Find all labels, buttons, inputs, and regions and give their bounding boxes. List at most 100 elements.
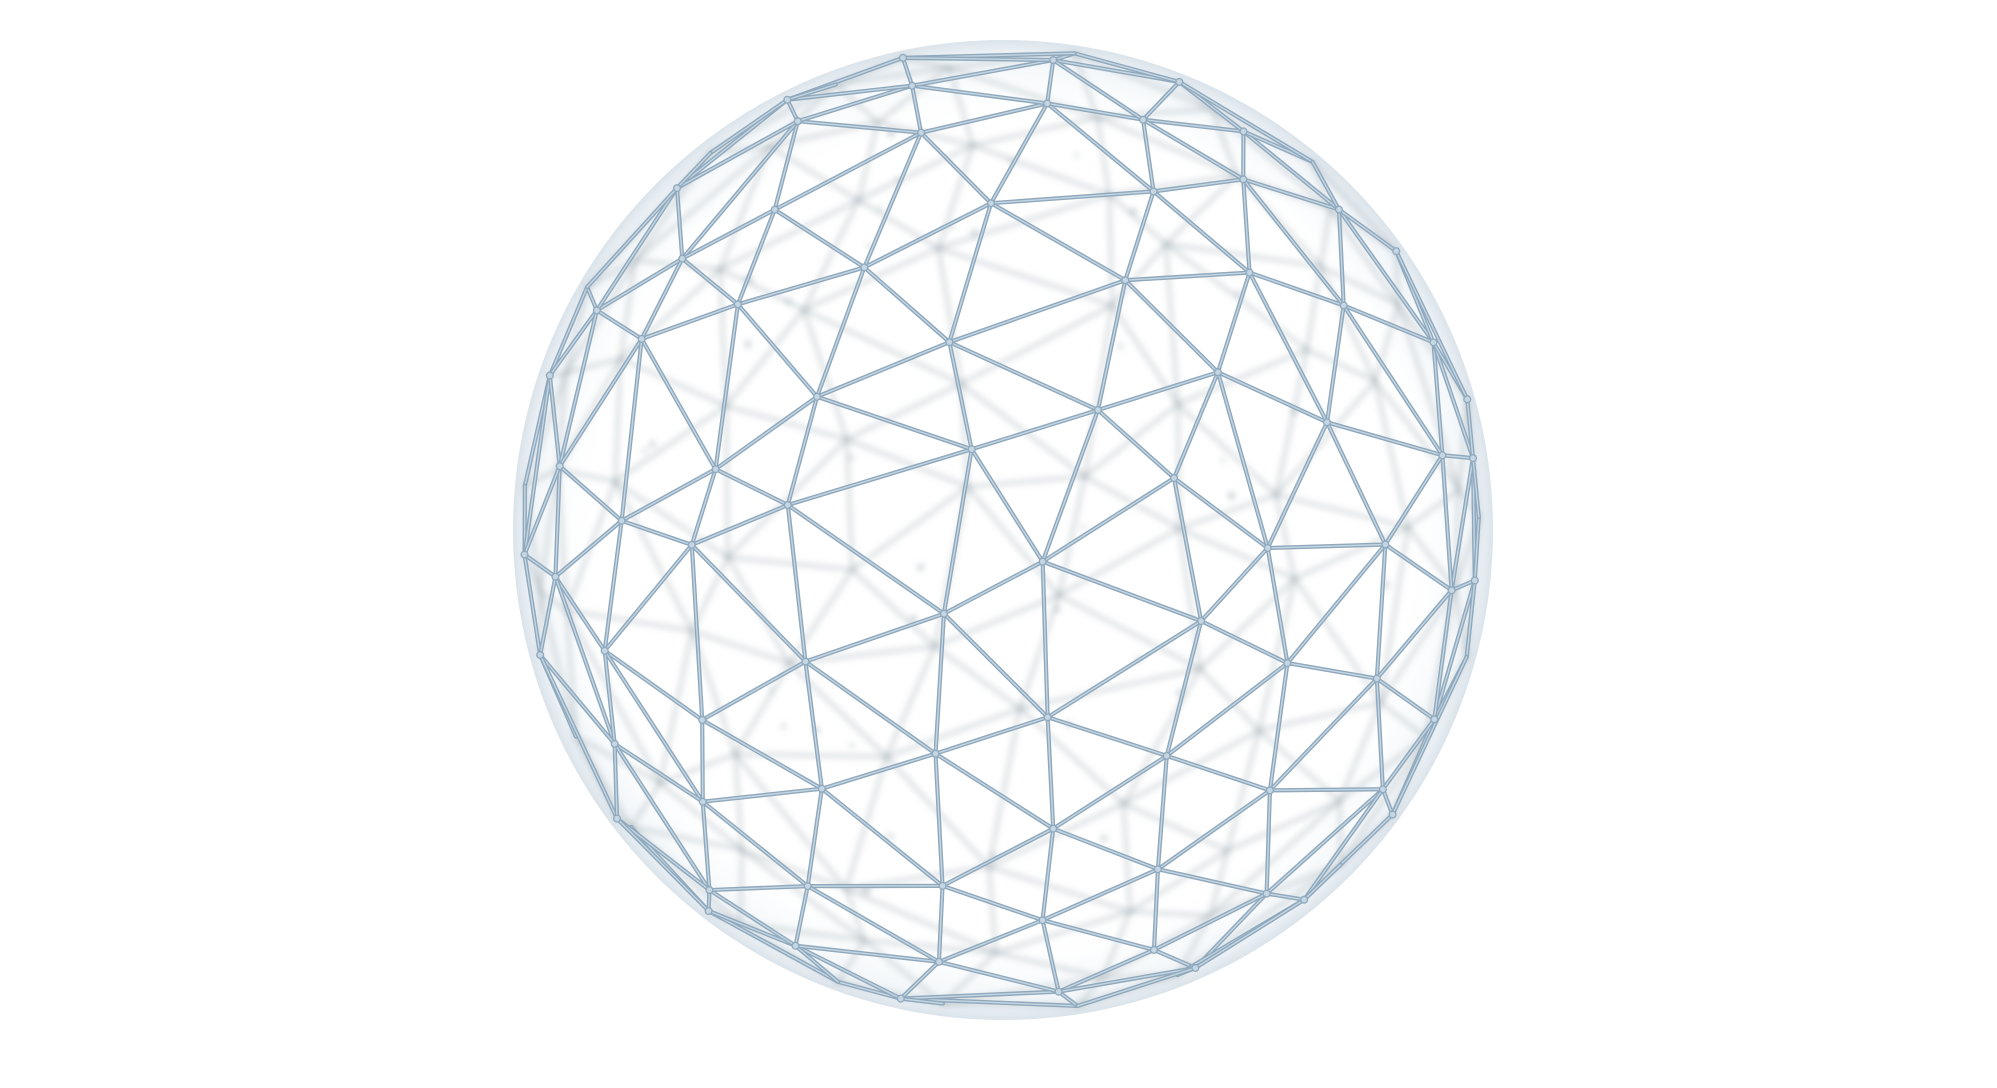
mesh-edge-highlight [1057, 967, 1197, 993]
mesh-edge-highlight [523, 553, 541, 656]
mesh-edge-highlight [1269, 788, 1384, 792]
interior-speck [862, 886, 871, 895]
mesh-edge-highlight [1326, 421, 1444, 456]
mesh-edge-highlight [539, 576, 557, 656]
mesh-node [791, 941, 800, 950]
mesh-edge-back [1057, 474, 1087, 597]
mesh-node [704, 906, 713, 916]
mesh-edge-highlight [1242, 178, 1251, 274]
mesh-edge-highlight [1052, 827, 1159, 870]
mesh-node [1175, 77, 1184, 86]
mesh-edge-back [1095, 115, 1111, 197]
mesh-edge-highlight [1242, 178, 1345, 307]
mesh-node [678, 254, 687, 263]
mesh-edge-highlight [681, 120, 799, 260]
mesh-edge-highlight [1041, 919, 1155, 951]
mesh-edge-highlight [863, 131, 922, 269]
mesh-edge-back [1338, 735, 1428, 867]
mesh-edge-back [933, 644, 1022, 711]
mesh-edge-back [726, 437, 849, 560]
mesh-edge-back [738, 922, 867, 943]
mesh-edge-back [1210, 107, 1332, 211]
mesh-node [801, 657, 810, 666]
mesh-edge-highlight [863, 202, 992, 269]
mesh-edge-back [1406, 525, 1457, 591]
mesh-edge-highlight [1194, 899, 1305, 969]
mesh-edge-back [959, 381, 1087, 479]
mesh-edge-highlight [1466, 398, 1474, 459]
mesh-edge-highlight [1041, 827, 1054, 921]
mesh-node [698, 715, 707, 724]
mesh-edge-highlight [948, 341, 973, 450]
interior-speck [649, 440, 656, 448]
mesh-edge-highlight [1157, 868, 1268, 895]
mesh-edge-highlight [549, 286, 588, 377]
mesh-node [555, 462, 564, 471]
mesh-edge-back [987, 706, 1022, 869]
mesh-edge-highlight [1173, 371, 1219, 479]
mesh-edge-highlight [1432, 341, 1444, 456]
mesh-edge-back [564, 285, 589, 375]
mesh-edge-highlight [1265, 892, 1305, 901]
mesh-edge-highlight [1124, 190, 1155, 281]
mesh-node [1169, 473, 1179, 483]
mesh-edge-highlight [934, 752, 1054, 830]
mesh-edge-back [987, 865, 1133, 914]
mesh-edge-highlight [1041, 560, 1202, 622]
mesh-edge-highlight [1152, 190, 1251, 274]
mesh-edge-back [1292, 576, 1383, 705]
mesh-edge-highlight [787, 396, 818, 506]
mesh-edge-back [1018, 706, 1126, 806]
mesh-edge-highlight [902, 57, 1054, 61]
mesh-node [698, 797, 707, 806]
mesh-edge-highlight [1382, 788, 1394, 816]
mesh-node [908, 81, 917, 90]
sphere-front-mesh [522, 51, 1481, 1009]
mesh-edge-back [1373, 302, 1401, 383]
mesh-node [1038, 916, 1047, 925]
mesh-edge-highlight [934, 752, 944, 887]
mesh-edge-back [629, 781, 662, 829]
mesh-node [803, 882, 812, 891]
mesh-edge-back [658, 781, 744, 852]
mesh-edge-back [740, 848, 867, 943]
mesh-edge-highlight [620, 338, 643, 522]
mesh-edge-highlight [1474, 516, 1480, 582]
mesh-edge-highlight [1173, 477, 1269, 549]
interior-speck [1220, 458, 1225, 463]
mesh-edge-highlight [1269, 662, 1289, 792]
mesh-edge-highlight [774, 131, 922, 211]
mesh-node [1049, 824, 1058, 833]
mesh-node [600, 646, 609, 655]
mesh-edge-highlight [554, 520, 623, 578]
mesh-edge-highlight [714, 303, 739, 470]
mesh-edge-highlight [1269, 677, 1378, 792]
mesh-edge-highlight [1041, 560, 1049, 718]
mesh-edge-highlight [786, 84, 913, 101]
mesh-edge-highlight [708, 885, 809, 891]
mesh-edge-highlight [1376, 677, 1384, 790]
mesh-edge-highlight [613, 743, 618, 820]
mesh-node [917, 128, 926, 137]
mesh-edge-highlight [1041, 409, 1099, 563]
mesh-edge-highlight [1200, 620, 1289, 664]
mesh-edge-highlight [554, 576, 606, 652]
mesh-edge-back [850, 484, 970, 572]
mesh-edge-back [1318, 264, 1401, 307]
mesh-edge-back [1373, 379, 1410, 529]
interior-speck [866, 243, 872, 249]
mesh-edge-highlight [1248, 271, 1345, 307]
mesh-edge-highlight [1286, 662, 1378, 680]
mesh-edge-back [1378, 586, 1457, 705]
mesh-node [1245, 268, 1254, 277]
mesh-edge-highlight [702, 801, 711, 891]
mesh-node [1392, 247, 1401, 256]
mesh-edge-highlight [1057, 949, 1155, 993]
mesh-edge-highlight [1286, 543, 1387, 664]
mesh-edge-highlight [1265, 789, 1271, 895]
mesh-edge-back [1396, 302, 1461, 492]
interior-speck [1227, 491, 1236, 500]
mesh-edge-highlight [1248, 271, 1328, 423]
mesh-edge-highlight [990, 190, 1155, 204]
interior-speck [849, 742, 855, 748]
